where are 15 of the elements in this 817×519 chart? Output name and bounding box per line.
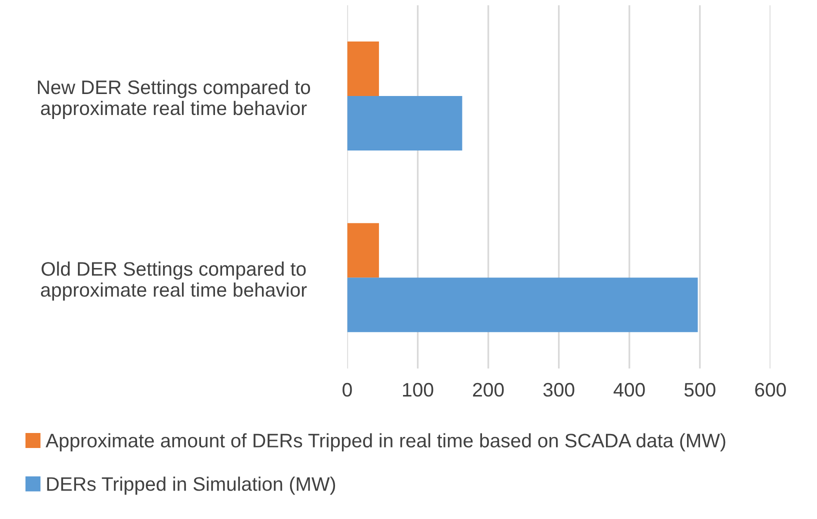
- x-tick-label: 600: [755, 382, 786, 397]
- y-tick-label: New DER Settings compared to approximate real time behavior: [38, 80, 310, 119]
- x-tick-label: 300: [543, 382, 574, 397]
- y-tick-label: Old DER Settings compared to approximate real time behavior: [40, 262, 307, 301]
- legend-label: Approximate amount of DERs Tripped in real time based on SCADA data (MW): [46, 433, 726, 452]
- x-tick-label: 500: [684, 382, 716, 397]
- x-tick-label: 200: [473, 382, 504, 397]
- bar: [347, 42, 379, 96]
- bar: [347, 96, 462, 151]
- bar: [347, 278, 698, 332]
- bar: [347, 223, 379, 278]
- x-tick-label: 100: [403, 382, 434, 397]
- x-tick-label: 0: [342, 382, 352, 397]
- x-tick-label: 400: [614, 382, 645, 397]
- legend-label: DERs Tripped in Simulation (MW): [47, 476, 336, 495]
